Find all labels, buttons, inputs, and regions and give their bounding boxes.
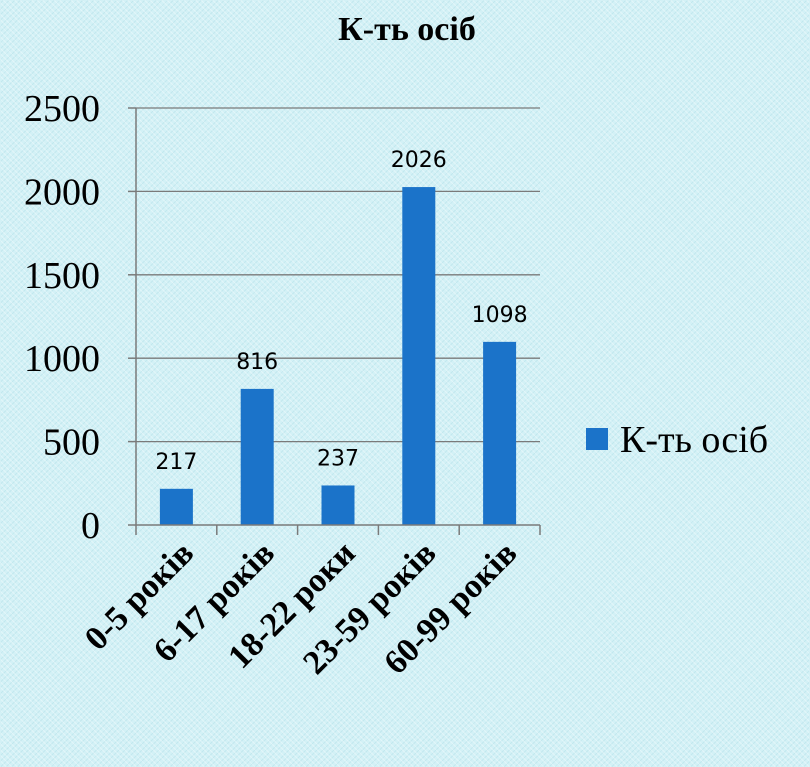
data-label: 237	[317, 446, 359, 471]
y-tick-label: 1000	[24, 338, 100, 380]
y-axis-ticks: 0 500 1000 1500 2000 2500	[24, 88, 136, 547]
data-label: 1098	[472, 303, 528, 328]
bar	[159, 488, 193, 525]
bar	[483, 341, 517, 525]
data-label: 217	[155, 450, 197, 475]
axes	[135, 108, 541, 535]
gridlines	[136, 107, 540, 443]
y-tick-label: 2500	[24, 88, 100, 130]
y-tick-label: 1500	[24, 255, 100, 297]
bar	[240, 388, 274, 525]
bars	[159, 187, 517, 525]
data-labels: 217 816 237 2026 1098	[155, 148, 527, 475]
data-label: 2026	[391, 148, 447, 173]
legend-swatch	[586, 428, 608, 450]
chart-title: К-ть осіб	[338, 11, 476, 48]
y-tick-label: 0	[81, 505, 100, 547]
bar	[321, 485, 355, 525]
y-tick-label: 2000	[24, 171, 100, 213]
legend-label: К-ть осіб	[620, 419, 768, 461]
bar	[402, 187, 436, 525]
y-tick-label: 500	[43, 422, 100, 464]
data-label: 816	[236, 350, 278, 375]
legend: К-ть осіб	[586, 419, 768, 461]
